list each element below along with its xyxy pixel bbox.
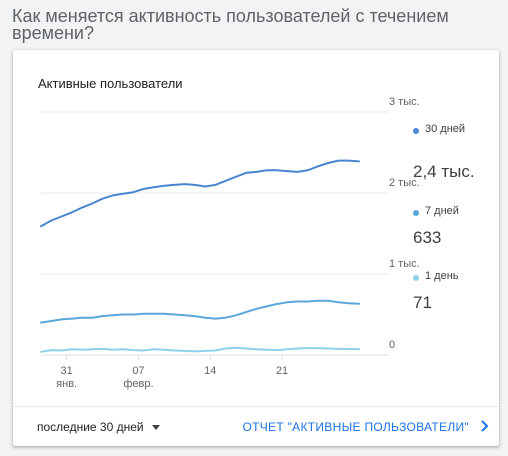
series-line-30-days bbox=[40, 159, 360, 228]
date-range-dropdown[interactable]: последние 30 дней bbox=[37, 420, 160, 434]
legend-label-1-day: 1 день bbox=[425, 270, 459, 282]
x-tick-label: 31 bbox=[61, 365, 73, 377]
legend-dot-7-days bbox=[413, 210, 419, 216]
legend-dot-1-day bbox=[413, 275, 419, 281]
date-range-label: последние 30 дней bbox=[37, 420, 144, 434]
x-tick-sublabel: янв. bbox=[56, 378, 77, 390]
legend-value-1-day: 71 bbox=[413, 293, 432, 312]
series-line-7-days bbox=[40, 299, 360, 324]
active-users-report-link[interactable]: ОТЧЕТ "АКТИВНЫЕ ПОЛЬЗОВАТЕЛИ" bbox=[242, 420, 469, 434]
x-tick-sublabel: февр. bbox=[123, 378, 153, 390]
y-tick-label: 1 тыс. bbox=[389, 258, 420, 270]
series-line-1-day bbox=[40, 346, 360, 353]
legend-value-7-days: 633 bbox=[413, 228, 442, 247]
y-tick-label: 0 bbox=[389, 339, 395, 351]
y-tick-label: 3 тыс. bbox=[389, 96, 420, 108]
x-tick-label: 14 bbox=[204, 365, 216, 377]
card-title: Активные пользователи bbox=[38, 76, 183, 91]
caret-down-icon bbox=[151, 424, 160, 430]
x-tick-label: 07 bbox=[132, 365, 144, 377]
legend-value-30-days: 2,4 тыс. bbox=[413, 162, 475, 181]
legend-dot-30-days bbox=[413, 128, 419, 134]
card-footer: последние 30 дней ОТЧЕТ "АКТИВНЫЕ ПОЛЬЗО… bbox=[13, 406, 499, 447]
legend-label-7-days: 7 дней bbox=[425, 205, 459, 217]
chevron-right-icon[interactable] bbox=[477, 419, 491, 433]
legend-label-30-days: 30 дней bbox=[425, 123, 466, 135]
y-tick-label: 2 тыс. bbox=[389, 177, 420, 189]
page-title: Как меняется активность пользователей с … bbox=[12, 6, 449, 43]
x-tick-label: 21 bbox=[276, 365, 288, 377]
active-users-card: Активные пользователи 0 1 тыс. 2 тыс. 3 тыс… bbox=[13, 50, 499, 446]
